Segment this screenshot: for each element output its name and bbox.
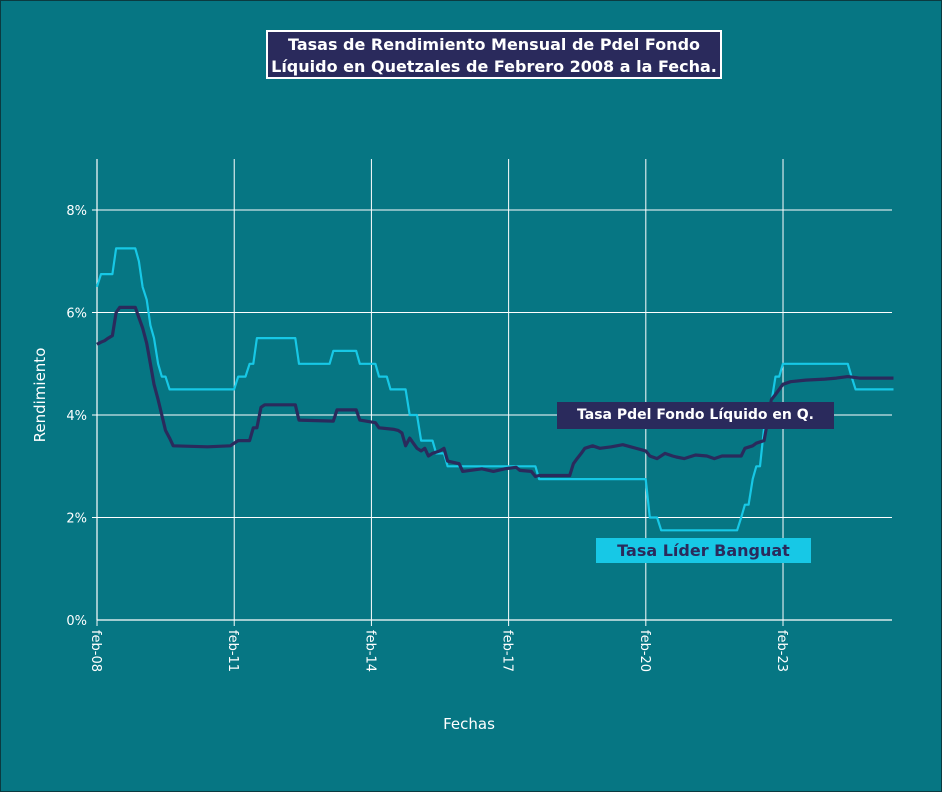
x-tick-label: feb-23	[774, 630, 789, 672]
x-tick-label: feb-08	[88, 630, 103, 672]
y-axis-label: Rendimiento	[31, 348, 49, 443]
banguat-rate-line	[95, 247, 894, 532]
chart-title-line-1: Tasas de Rendimiento Mensual de Pdel Fon…	[287, 35, 701, 54]
chart-title: Tasas de Rendimiento Mensual de Pdel Fon…	[266, 30, 722, 79]
x-tick-label: feb-20	[637, 630, 652, 672]
x-axis-label: Fechas	[443, 715, 495, 733]
y-tick-label: 4%	[66, 409, 87, 424]
legend-banguat-series: Tasa Líder Banguat	[596, 538, 811, 563]
fund-rate-line	[96, 305, 894, 479]
x-tick-label: feb-14	[362, 630, 377, 672]
y-tick-label: 8%	[66, 204, 87, 219]
x-tick-label: feb-11	[225, 630, 240, 672]
chart-title-line-2: Líquido en Quetzales de Febrero 2008 a l…	[271, 57, 717, 76]
legend-fund-series: Tasa Pdel Fondo Líquido en Q.	[557, 402, 834, 429]
x-tick-label: feb-17	[500, 630, 515, 672]
y-tick-label: 0%	[66, 614, 87, 629]
y-tick-label: 2%	[66, 512, 87, 527]
y-tick-label: 6%	[66, 307, 87, 322]
